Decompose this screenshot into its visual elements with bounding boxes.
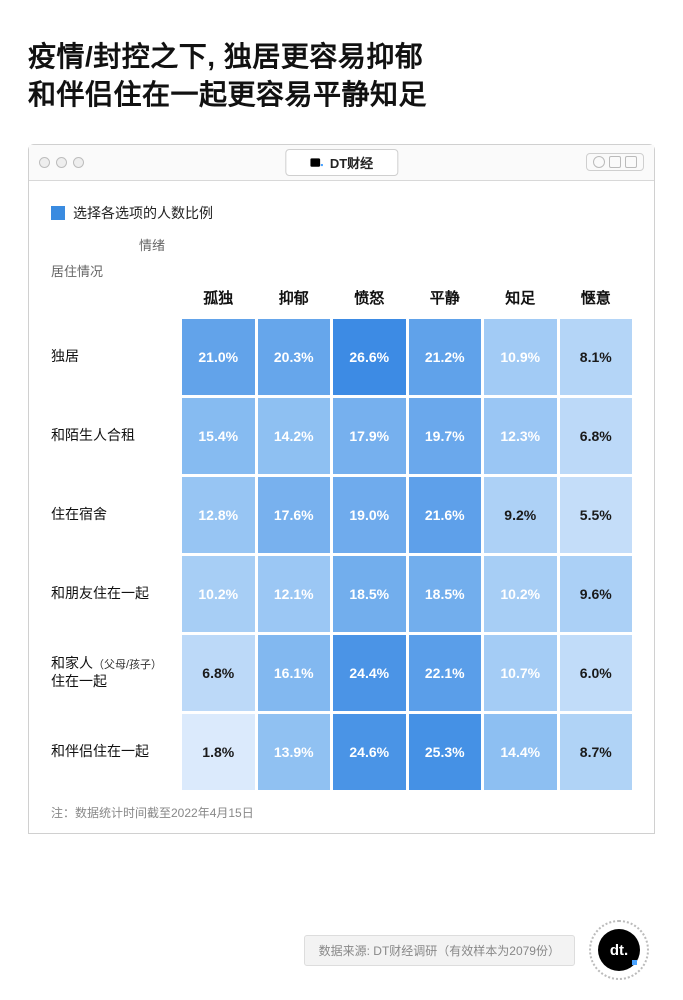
legend-swatch <box>51 206 65 220</box>
row-header: 和家人（父母/孩子）住在一起 <box>51 635 179 711</box>
axis-living-label: 居住情况 <box>51 261 103 280</box>
heatmap-cell: 10.2% <box>484 556 557 632</box>
chart-content: 选择各选项的人数比例 情绪 居住情况 孤独抑郁愤怒平静知足惬意独居21.0%20… <box>29 181 654 833</box>
heatmap-cell: 19.0% <box>333 477 406 553</box>
window-title: DT财经 <box>330 153 373 172</box>
heatmap-cell: 14.4% <box>484 714 557 790</box>
headline: 疫情/封控之下, 独居更容易抑郁 和伴侣住在一起更容易平静知足 <box>28 38 655 114</box>
row-header: 和陌生人合租 <box>51 398 179 474</box>
headline-line1: 疫情/封控之下, 独居更容易抑郁 <box>28 41 423 72</box>
heatmap-cell: 9.6% <box>560 556 633 632</box>
legend-text: 选择各选项的人数比例 <box>73 203 213 223</box>
window-title-chip: DT财经 <box>285 149 398 176</box>
heatmap-cell: 24.6% <box>333 714 406 790</box>
heatmap-cell: 5.5% <box>560 477 633 553</box>
heatmap-cell: 22.1% <box>409 635 482 711</box>
heatmap-cell: 6.0% <box>560 635 633 711</box>
window-titlebar: DT财经 <box>29 145 654 181</box>
footnote: 注：数据统计时间截至2022年4月15日 <box>51 804 632 821</box>
heatmap-cell: 6.8% <box>182 635 255 711</box>
heatmap-cell: 10.7% <box>484 635 557 711</box>
heatmap-cell: 19.7% <box>409 398 482 474</box>
column-header: 孤独 <box>182 287 255 316</box>
legend: 选择各选项的人数比例 <box>51 203 632 223</box>
toolbar-icon-2 <box>609 156 621 168</box>
heatmap-cell: 18.5% <box>333 556 406 632</box>
toolbar-icon-3 <box>625 156 637 168</box>
brand-icon <box>310 156 324 168</box>
window-right-icons <box>586 153 644 171</box>
logo-badge: dt. <box>589 920 649 980</box>
close-icon <box>39 157 50 168</box>
heatmap-cell: 12.1% <box>258 556 331 632</box>
column-header: 惬意 <box>560 287 633 316</box>
heatmap-cell: 10.2% <box>182 556 255 632</box>
heatmap-cell: 10.9% <box>484 319 557 395</box>
column-header: 愤怒 <box>333 287 406 316</box>
heatmap-cell: 25.3% <box>409 714 482 790</box>
minimize-icon <box>56 157 67 168</box>
heatmap-cell: 21.0% <box>182 319 255 395</box>
heatmap-cell: 14.2% <box>258 398 331 474</box>
heatmap-cell: 6.8% <box>560 398 633 474</box>
heatmap-cell: 15.4% <box>182 398 255 474</box>
toolbar-icon-1 <box>593 156 605 168</box>
logo-icon: dt. <box>598 929 640 971</box>
column-header: 抑郁 <box>258 287 331 316</box>
heatmap-cell: 24.4% <box>333 635 406 711</box>
grid-corner <box>51 287 179 316</box>
window-traffic-lights <box>39 157 84 168</box>
chart-window: DT财经 选择各选项的人数比例 情绪 居住情况 孤独抑郁愤怒平静知足惬意独居21… <box>28 144 655 834</box>
heatmap-cell: 8.7% <box>560 714 633 790</box>
heatmap-cell: 16.1% <box>258 635 331 711</box>
column-header: 平静 <box>409 287 482 316</box>
row-header: 独居 <box>51 319 179 395</box>
heatmap-cell: 20.3% <box>258 319 331 395</box>
heatmap-cell: 17.6% <box>258 477 331 553</box>
axis-labels: 情绪 居住情况 <box>51 235 632 283</box>
source-chip: 数据来源: DT财经调研（有效样本为2079份） <box>304 935 575 966</box>
heatmap-cell: 26.6% <box>333 319 406 395</box>
heatmap-cell: 21.6% <box>409 477 482 553</box>
heatmap-cell: 21.2% <box>409 319 482 395</box>
heatmap-cell: 12.8% <box>182 477 255 553</box>
row-header: 住在宿舍 <box>51 477 179 553</box>
row-header: 和朋友住在一起 <box>51 556 179 632</box>
heatmap-cell: 12.3% <box>484 398 557 474</box>
row-header: 和伴侣住在一起 <box>51 714 179 790</box>
heatmap-grid: 孤独抑郁愤怒平静知足惬意独居21.0%20.3%26.6%21.2%10.9%8… <box>51 287 632 790</box>
headline-line2: 和伴侣住在一起更容易平静知足 <box>28 79 427 110</box>
heatmap-cell: 1.8% <box>182 714 255 790</box>
axis-emotion-label: 情绪 <box>139 235 165 254</box>
footer: 数据来源: DT财经调研（有效样本为2079份） dt. <box>304 920 649 980</box>
heatmap-cell: 9.2% <box>484 477 557 553</box>
heatmap-cell: 18.5% <box>409 556 482 632</box>
heatmap-cell: 8.1% <box>560 319 633 395</box>
column-header: 知足 <box>484 287 557 316</box>
heatmap-cell: 13.9% <box>258 714 331 790</box>
heatmap-cell: 17.9% <box>333 398 406 474</box>
zoom-icon <box>73 157 84 168</box>
